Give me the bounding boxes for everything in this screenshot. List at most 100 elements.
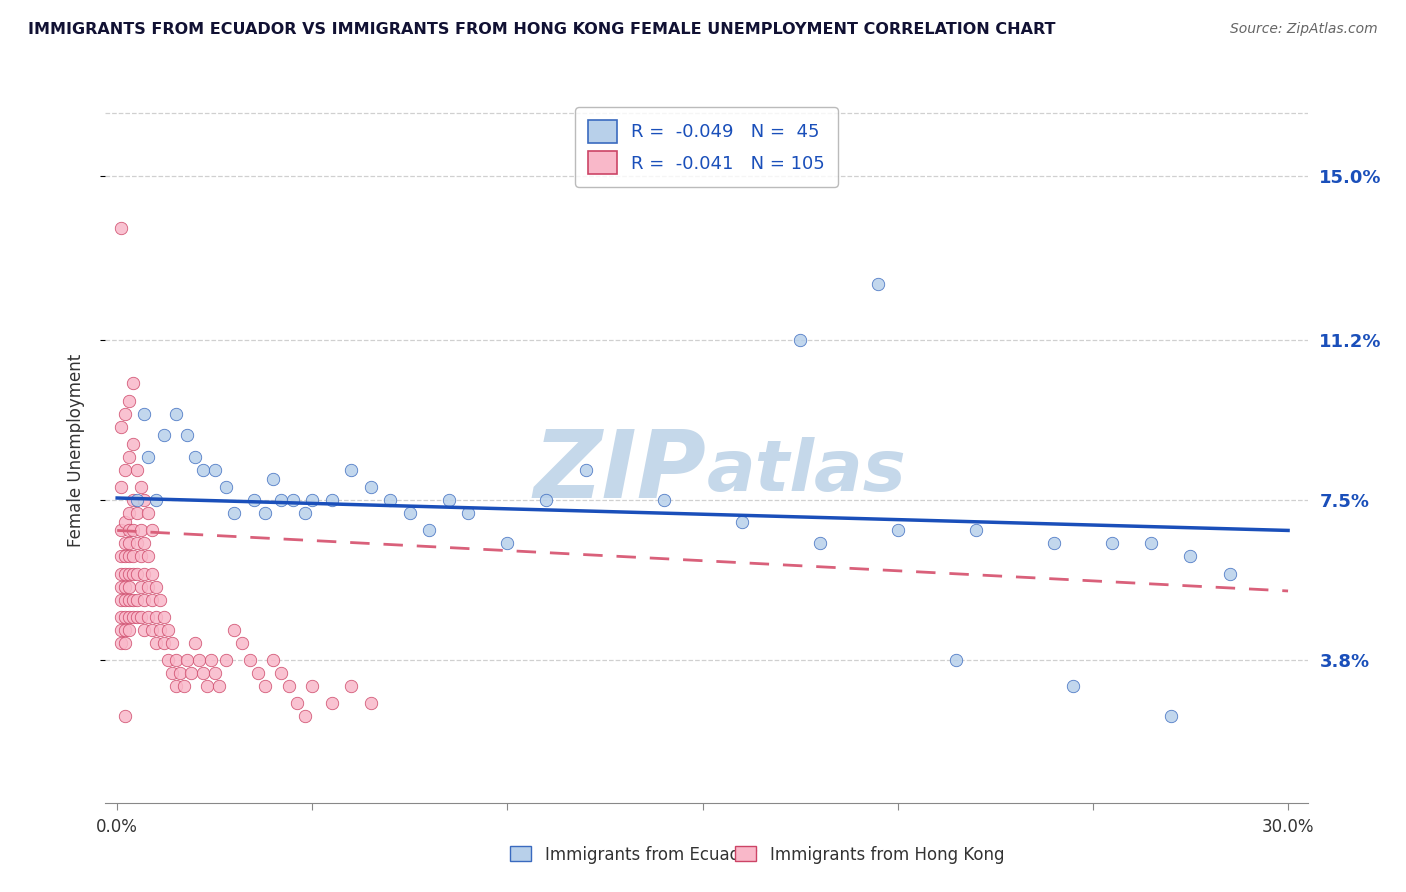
Point (110, 636, 132, 650)
Text: atlas: atlas (707, 437, 907, 506)
Point (191, 666, 214, 681)
Point (138, 506, 160, 520)
Point (138, 580, 160, 594)
Point (114, 407, 136, 421)
Point (110, 623, 132, 637)
Point (134, 623, 156, 637)
Point (114, 709, 136, 723)
Point (156, 653, 179, 667)
Point (114, 463, 136, 477)
Point (129, 480, 152, 494)
Point (262, 472, 284, 486)
Point (536, 493, 558, 508)
Point (118, 393, 141, 408)
Point (114, 592, 136, 607)
Point (121, 610, 143, 624)
Point (121, 376, 143, 391)
Point (118, 506, 141, 520)
Point (652, 493, 675, 508)
Y-axis label: Female Unemployment: Female Unemployment (66, 354, 84, 547)
Point (496, 536, 519, 550)
Point (868, 277, 890, 291)
Point (399, 506, 422, 520)
Point (1180, 549, 1202, 564)
Point (110, 580, 132, 594)
Point (169, 666, 191, 681)
Point (165, 407, 187, 421)
Point (188, 653, 211, 667)
Point (110, 610, 132, 624)
Point (145, 610, 167, 624)
Point (215, 480, 238, 494)
Point (110, 220, 132, 235)
Point (118, 623, 141, 637)
Point (114, 515, 136, 529)
Point (887, 524, 910, 538)
Point (1218, 566, 1240, 581)
Point (110, 419, 132, 434)
Point (380, 493, 402, 508)
Point (200, 653, 222, 667)
Point (114, 610, 136, 624)
Point (262, 653, 284, 667)
Point (457, 506, 479, 520)
Point (153, 428, 176, 442)
Point (184, 636, 207, 650)
Point (138, 450, 160, 464)
Point (294, 506, 316, 520)
Point (125, 493, 148, 508)
Text: IMMIGRANTS FROM ECUADOR VS IMMIGRANTS FROM HONG KONG FEMALE UNEMPLOYMENT CORRELA: IMMIGRANTS FROM ECUADOR VS IMMIGRANTS FR… (28, 22, 1056, 37)
Point (294, 709, 316, 723)
Point (129, 610, 152, 624)
Point (165, 653, 187, 667)
Point (118, 580, 141, 594)
Point (246, 666, 269, 681)
Point (1101, 536, 1123, 550)
Point (134, 407, 156, 421)
Point (125, 592, 148, 607)
Point (125, 463, 148, 477)
Point (121, 437, 143, 451)
Point (254, 506, 277, 520)
Point (208, 679, 231, 693)
Point (184, 450, 207, 464)
Text: Immigrants from Hong Kong: Immigrants from Hong Kong (770, 846, 1005, 863)
Point (191, 463, 214, 477)
Point (125, 610, 148, 624)
Point (134, 566, 156, 581)
Point (141, 566, 163, 581)
Point (153, 610, 176, 624)
Point (254, 679, 277, 693)
Point (808, 536, 831, 550)
Point (118, 592, 141, 607)
Point (1043, 536, 1066, 550)
Point (270, 493, 292, 508)
Point (321, 493, 343, 508)
Point (125, 536, 148, 550)
Point (277, 679, 299, 693)
Point (114, 580, 136, 594)
Point (204, 666, 226, 681)
Point (270, 666, 292, 681)
Point (125, 566, 148, 581)
Text: Immigrants from Ecuador: Immigrants from Ecuador (546, 846, 758, 863)
Point (153, 636, 176, 650)
Point (145, 580, 167, 594)
Point (789, 333, 811, 347)
Point (110, 566, 132, 581)
Point (301, 679, 323, 693)
Point (114, 623, 136, 637)
Point (301, 493, 323, 508)
Point (141, 623, 163, 637)
Point (176, 653, 198, 667)
Point (134, 493, 156, 508)
Point (437, 493, 460, 508)
Point (121, 549, 143, 564)
Point (204, 463, 226, 477)
Point (114, 536, 136, 550)
Point (180, 666, 202, 681)
Point (176, 428, 198, 442)
Point (418, 524, 440, 538)
Point (138, 549, 160, 564)
Point (165, 679, 187, 693)
